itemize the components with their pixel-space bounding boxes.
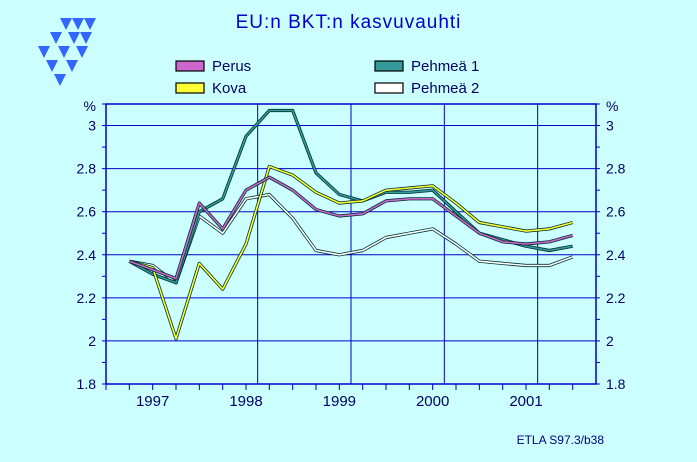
- y-tick-label-right: 1.8: [606, 376, 626, 392]
- y-tick-label-right: 2.2: [606, 290, 626, 306]
- y-tick-label-right: 2.6: [606, 204, 626, 220]
- y-tick-label-right: 2.4: [606, 247, 626, 263]
- axes: 1.8 1.8 2 2 2.2 2.2 2.4 2.4 2.6 2.6 2.8 2.8 3 3% % 1997…: [77, 98, 626, 410]
- series-layer: [128, 108, 574, 341]
- y-tick-label-left: 2.2: [77, 290, 97, 306]
- legend-label: Pehmeä 2: [411, 80, 479, 97]
- series-line-perus: [129, 176, 573, 280]
- x-tick-label: 1999: [323, 393, 356, 410]
- y-unit-left: %: [84, 98, 96, 114]
- x-tick-label: 2000: [416, 393, 449, 410]
- y-tick-label-left: 1.8: [77, 376, 97, 392]
- series-line-pehme-2: [129, 193, 573, 284]
- y-unit-right: %: [606, 98, 618, 114]
- legend-swatch: [175, 60, 205, 72]
- legend-label: Pehmeä 1: [411, 58, 479, 75]
- y-tick-label-left: 2.6: [77, 204, 97, 220]
- y-tick-label-right: 2: [606, 333, 614, 349]
- x-tick-label: 1998: [229, 393, 262, 410]
- y-tick-label-left: 3: [88, 118, 96, 134]
- y-tick-label-right: 3: [606, 118, 614, 134]
- series-line-kova: [129, 165, 573, 340]
- y-tick-label-left: 2.4: [77, 247, 97, 263]
- legend-label: Perus: [212, 58, 251, 75]
- legend: Perus Kova Pehmeä 1 Pehmeä 2: [175, 58, 479, 97]
- legend-label: Kova: [212, 80, 247, 97]
- legend-swatch: [175, 82, 205, 94]
- x-tick-label: 1997: [136, 393, 169, 410]
- etla-logo: [38, 18, 96, 86]
- legend-swatch: [374, 82, 404, 94]
- x-tick-label: 2001: [509, 393, 542, 410]
- source-note: ETLA S97.3/b38: [516, 433, 604, 447]
- y-tick-label-right: 2.8: [606, 161, 626, 177]
- y-tick-label-left: 2.8: [77, 161, 97, 177]
- chart-title: EU:n BKT:n kasvuvauhti: [235, 12, 462, 33]
- legend-swatch: [374, 60, 404, 72]
- y-tick-label-left: 2: [88, 333, 96, 349]
